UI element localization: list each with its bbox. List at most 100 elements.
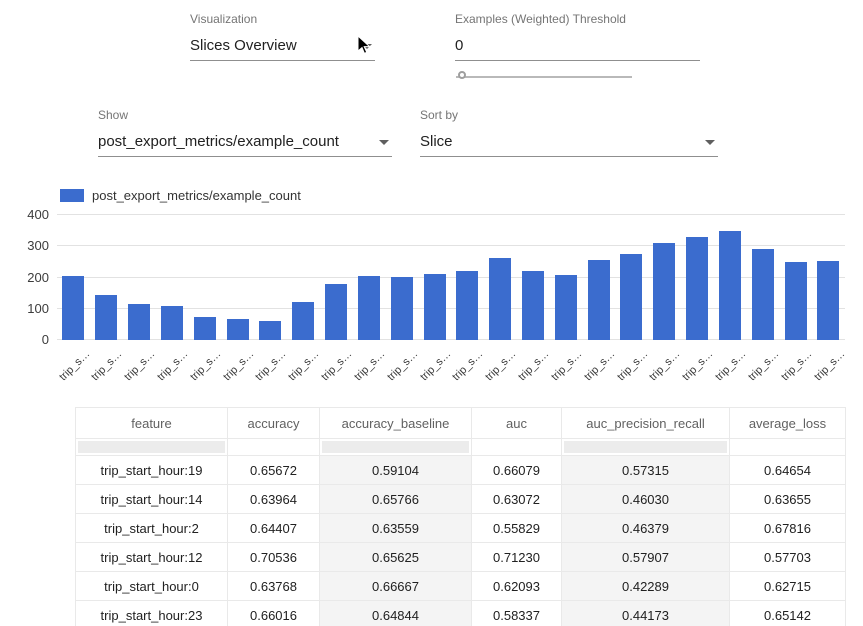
feature-cell: trip_start_hour:2 <box>76 514 228 543</box>
sort-by-label: Sort by <box>420 108 718 122</box>
visualization-select[interactable]: Slices Overview <box>190 28 375 61</box>
bar[interactable] <box>128 304 150 340</box>
filter-cell <box>228 439 320 456</box>
column-header[interactable]: accuracy <box>228 408 320 439</box>
bar[interactable] <box>686 237 708 340</box>
bar[interactable] <box>358 276 380 340</box>
x-axis-label-slot: trip_s… <box>188 342 221 392</box>
threshold-value: 0 <box>455 37 463 54</box>
x-axis-tick-label: trip_s… <box>680 348 715 383</box>
x-axis-label-slot: trip_s… <box>714 342 747 392</box>
filter-cell <box>76 439 228 456</box>
bar[interactable] <box>62 276 84 340</box>
x-axis-tick-label: trip_s… <box>352 348 387 383</box>
x-axis-tick-label: trip_s… <box>779 348 814 383</box>
slider-thumb[interactable] <box>458 71 466 79</box>
bar[interactable] <box>719 231 741 340</box>
filter-input[interactable] <box>322 441 469 453</box>
bar[interactable] <box>456 271 478 340</box>
metric-cell: 0.64407 <box>228 514 320 543</box>
filter-cell <box>730 439 846 456</box>
bar[interactable] <box>588 260 610 340</box>
filter-cell <box>320 439 472 456</box>
chart-legend: post_export_metrics/example_count <box>60 188 301 203</box>
metric-cell: 0.44173 <box>562 601 730 626</box>
bar[interactable] <box>752 249 774 340</box>
x-axis-tick-label: trip_s… <box>89 348 124 383</box>
x-axis-label-slot: trip_s… <box>123 342 156 392</box>
metric-cell: 0.46030 <box>562 485 730 514</box>
feature-cell: trip_start_hour:23 <box>76 601 228 626</box>
metric-cell: 0.63655 <box>730 485 846 514</box>
threshold-slider[interactable] <box>456 70 632 84</box>
bar[interactable] <box>620 254 642 340</box>
bar[interactable] <box>653 243 675 340</box>
visualization-selected-value: Slices Overview <box>190 37 297 54</box>
visualization-dropdown[interactable]: Visualization Slices Overview <box>190 12 375 61</box>
x-axis-label-slot: trip_s… <box>451 342 484 392</box>
chevron-down-icon[interactable] <box>379 140 389 145</box>
show-label: Show <box>98 108 392 122</box>
metric-cell: 0.42289 <box>562 572 730 601</box>
bar[interactable] <box>817 261 839 340</box>
bar[interactable] <box>292 302 314 340</box>
table-row[interactable]: trip_start_hour:00.637680.666670.620930.… <box>76 572 846 601</box>
x-axis-tick-label: trip_s… <box>57 348 92 383</box>
column-header[interactable]: accuracy_baseline <box>320 408 472 439</box>
table-row[interactable]: trip_start_hour:140.639640.657660.630720… <box>76 485 846 514</box>
x-axis-tick-label: trip_s… <box>221 348 256 383</box>
metric-cell: 0.65672 <box>228 456 320 485</box>
bar[interactable] <box>424 274 446 340</box>
sort-by-select[interactable]: Slice <box>420 124 718 157</box>
x-axis-label-slot: trip_s… <box>779 342 812 392</box>
metrics-table: featureaccuracyaccuracy_baselineaucauc_p… <box>75 407 846 626</box>
bar[interactable] <box>555 275 577 340</box>
threshold-label: Examples (Weighted) Threshold <box>455 12 700 26</box>
bar[interactable] <box>259 321 281 340</box>
feature-cell: trip_start_hour:0 <box>76 572 228 601</box>
show-dropdown[interactable]: Show post_export_metrics/example_count <box>98 108 392 157</box>
filter-input[interactable] <box>564 441 727 453</box>
x-axis-label-slot: trip_s… <box>517 342 550 392</box>
x-axis-label-slot: trip_s… <box>615 342 648 392</box>
bar[interactable] <box>785 262 807 340</box>
column-header[interactable]: average_loss <box>730 408 846 439</box>
slider-track[interactable] <box>456 76 632 78</box>
column-header[interactable]: feature <box>76 408 228 439</box>
threshold-input[interactable]: 0 <box>455 28 700 61</box>
metric-cell: 0.64844 <box>320 601 472 626</box>
metric-cell: 0.70536 <box>228 543 320 572</box>
filter-cell <box>472 439 562 456</box>
bar[interactable] <box>194 317 216 340</box>
x-axis-label-slot: trip_s… <box>385 342 418 392</box>
chevron-down-icon[interactable] <box>705 140 715 145</box>
metric-cell: 0.65766 <box>320 485 472 514</box>
bar[interactable] <box>95 295 117 340</box>
column-header[interactable]: auc_precision_recall <box>562 408 730 439</box>
filter-input[interactable] <box>78 441 225 453</box>
metric-cell: 0.63072 <box>472 485 562 514</box>
bar[interactable] <box>489 258 511 340</box>
table-row[interactable]: trip_start_hour:230.660160.648440.583370… <box>76 601 846 626</box>
bar[interactable] <box>161 306 183 340</box>
bar[interactable] <box>325 284 347 340</box>
metric-cell: 0.62715 <box>730 572 846 601</box>
table-row[interactable]: trip_start_hour:120.705360.656250.712300… <box>76 543 846 572</box>
bar[interactable] <box>522 271 544 340</box>
x-axis-tick-label: trip_s… <box>483 348 518 383</box>
x-axis-label-slot: trip_s… <box>648 342 681 392</box>
metric-cell: 0.66079 <box>472 456 562 485</box>
show-select[interactable]: post_export_metrics/example_count <box>98 124 392 157</box>
threshold-control[interactable]: Examples (Weighted) Threshold 0 <box>455 12 700 61</box>
sort-by-dropdown[interactable]: Sort by Slice <box>420 108 718 157</box>
table-body: trip_start_hour:190.656720.591040.660790… <box>76 456 846 626</box>
bar[interactable] <box>227 319 249 340</box>
legend-swatch <box>60 189 84 202</box>
metric-cell: 0.55829 <box>472 514 562 543</box>
column-header[interactable]: auc <box>472 408 562 439</box>
x-axis-labels: trip_s…trip_s…trip_s…trip_s…trip_s…trip_… <box>57 342 845 392</box>
bar[interactable] <box>391 277 413 340</box>
table-row[interactable]: trip_start_hour:20.644070.635590.558290.… <box>76 514 846 543</box>
table-row[interactable]: trip_start_hour:190.656720.591040.660790… <box>76 456 846 485</box>
feature-cell: trip_start_hour:19 <box>76 456 228 485</box>
